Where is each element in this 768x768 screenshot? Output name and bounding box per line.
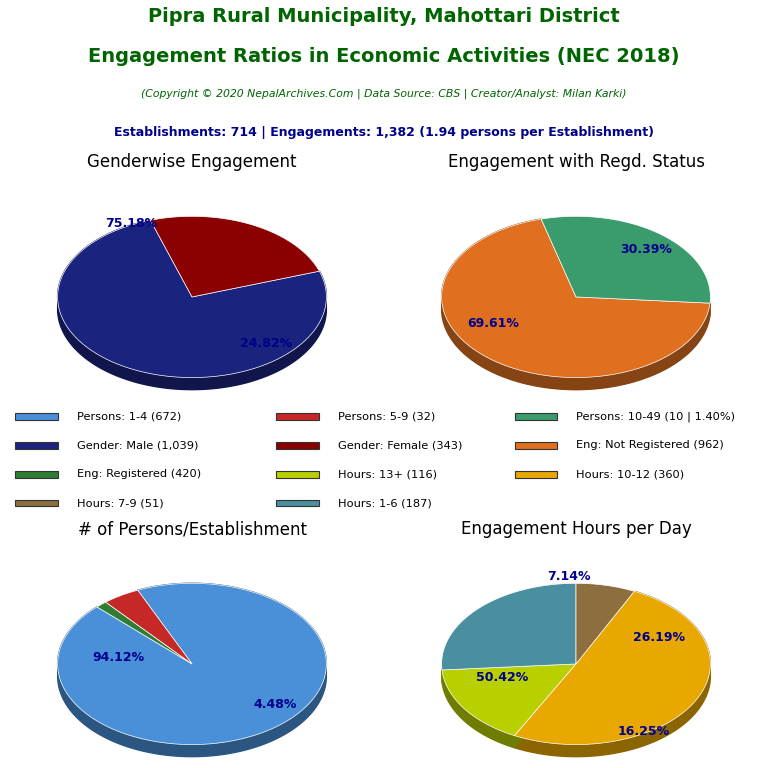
FancyBboxPatch shape — [515, 413, 557, 420]
Polygon shape — [515, 664, 576, 748]
Polygon shape — [442, 664, 576, 682]
Text: 26.19%: 26.19% — [634, 631, 685, 644]
Text: 30.39%: 30.39% — [620, 243, 672, 257]
Polygon shape — [515, 664, 576, 748]
Text: Persons: 10-49 (10 | 1.40%): Persons: 10-49 (10 | 1.40%) — [576, 412, 735, 422]
Polygon shape — [515, 591, 710, 756]
Text: Eng: Not Registered (962): Eng: Not Registered (962) — [576, 440, 723, 450]
Text: Engagement with Regd. Status: Engagement with Regd. Status — [448, 153, 704, 171]
Text: 94.12%: 94.12% — [92, 650, 144, 664]
Polygon shape — [515, 591, 710, 744]
Text: Persons: 1-4 (672): Persons: 1-4 (672) — [77, 412, 181, 422]
FancyBboxPatch shape — [276, 500, 319, 506]
Polygon shape — [137, 590, 192, 676]
Text: Hours: 13+ (116): Hours: 13+ (116) — [338, 469, 437, 479]
Text: Genderwise Engagement: Genderwise Engagement — [88, 153, 296, 171]
Polygon shape — [151, 217, 319, 297]
FancyBboxPatch shape — [515, 442, 557, 449]
Polygon shape — [151, 220, 192, 309]
FancyBboxPatch shape — [15, 500, 58, 506]
Polygon shape — [58, 220, 326, 378]
Polygon shape — [541, 217, 710, 303]
Polygon shape — [97, 602, 192, 664]
Text: 7.14%: 7.14% — [548, 570, 591, 583]
Polygon shape — [97, 607, 192, 676]
Polygon shape — [58, 584, 326, 756]
Polygon shape — [442, 219, 710, 378]
Text: Gender: Male (1,039): Gender: Male (1,039) — [77, 440, 198, 450]
Text: Hours: 7-9 (51): Hours: 7-9 (51) — [77, 498, 164, 508]
Text: 75.18%: 75.18% — [105, 217, 157, 230]
FancyBboxPatch shape — [276, 442, 319, 449]
Polygon shape — [106, 590, 192, 664]
Text: 16.25%: 16.25% — [617, 725, 669, 737]
Text: (Copyright © 2020 NepalArchives.Com | Data Source: CBS | Creator/Analyst: Milan : (Copyright © 2020 NepalArchives.Com | Da… — [141, 89, 627, 99]
Text: # of Persons/Establishment: # of Persons/Establishment — [78, 520, 306, 538]
Text: Hours: 10-12 (360): Hours: 10-12 (360) — [576, 469, 684, 479]
Polygon shape — [541, 219, 576, 309]
Polygon shape — [442, 664, 576, 736]
Text: Persons: 5-9 (32): Persons: 5-9 (32) — [338, 412, 435, 422]
Polygon shape — [442, 219, 710, 389]
Text: 50.42%: 50.42% — [476, 671, 528, 684]
Polygon shape — [192, 271, 319, 309]
Polygon shape — [576, 297, 710, 315]
Text: 69.61%: 69.61% — [467, 317, 518, 330]
FancyBboxPatch shape — [276, 471, 319, 478]
Polygon shape — [442, 584, 576, 670]
Polygon shape — [576, 584, 634, 664]
Text: 4.48%: 4.48% — [253, 698, 297, 710]
Polygon shape — [576, 591, 634, 676]
Polygon shape — [58, 584, 326, 744]
FancyBboxPatch shape — [15, 413, 58, 420]
Text: Hours: 1-6 (187): Hours: 1-6 (187) — [338, 498, 432, 508]
Text: Eng: Registered (420): Eng: Registered (420) — [77, 469, 201, 479]
Text: Gender: Female (343): Gender: Female (343) — [338, 440, 462, 450]
Polygon shape — [58, 220, 326, 389]
FancyBboxPatch shape — [276, 413, 319, 420]
Text: Engagement Hours per Day: Engagement Hours per Day — [461, 520, 691, 538]
Text: Engagement Ratios in Economic Activities (NEC 2018): Engagement Ratios in Economic Activities… — [88, 48, 680, 66]
FancyBboxPatch shape — [15, 442, 58, 449]
Text: Establishments: 714 | Engagements: 1,382 (1.94 persons per Establishment): Establishments: 714 | Engagements: 1,382… — [114, 126, 654, 139]
Polygon shape — [442, 670, 515, 748]
Text: Pipra Rural Municipality, Mahottari District: Pipra Rural Municipality, Mahottari Dist… — [148, 8, 620, 26]
FancyBboxPatch shape — [15, 471, 58, 478]
Text: 24.82%: 24.82% — [240, 337, 292, 350]
FancyBboxPatch shape — [515, 471, 557, 478]
